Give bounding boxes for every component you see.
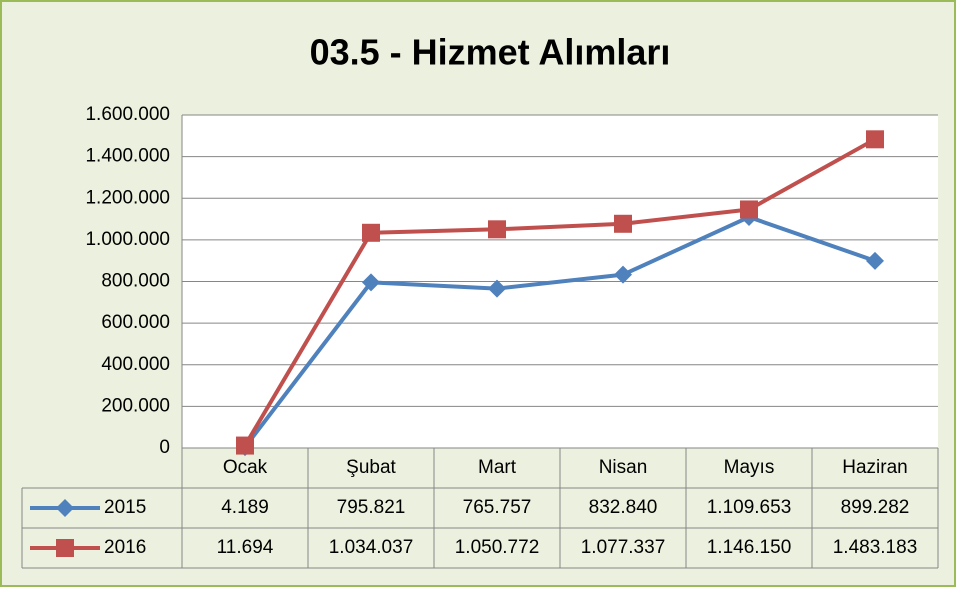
y-tick-label: 1.200.000 <box>85 187 170 208</box>
table-cell: 899.282 <box>841 497 910 518</box>
table-cell: 11.694 <box>217 537 274 558</box>
y-tick-label: 400.000 <box>101 354 170 375</box>
data-point <box>866 130 884 149</box>
data-point <box>740 200 758 219</box>
legend-label: 2016 <box>104 537 146 558</box>
data-point <box>236 436 254 455</box>
data-point <box>866 251 884 270</box>
table-cell: 4.189 <box>221 497 269 518</box>
x-tick-label: Şubat <box>346 457 396 478</box>
data-point <box>614 214 632 233</box>
legend-label: 2015 <box>104 497 146 518</box>
table-cell: 832.840 <box>589 497 658 518</box>
y-tick-label: 600.000 <box>101 312 170 333</box>
data-point <box>614 265 632 284</box>
x-tick-label: Mayıs <box>724 457 775 478</box>
data-point <box>362 223 380 242</box>
x-tick-label: Haziran <box>842 457 907 478</box>
y-tick-label: 1.400.000 <box>85 146 170 167</box>
series-line <box>243 215 876 449</box>
data-point <box>488 279 506 298</box>
table-cell: 1.077.337 <box>581 537 666 558</box>
table-cell: 1.034.037 <box>329 537 414 558</box>
table-cell: 795.821 <box>337 497 406 518</box>
table-cell: 1.109.653 <box>707 497 792 518</box>
y-tick-label: 1.600.000 <box>85 104 170 125</box>
table-cell: 765.757 <box>463 497 532 518</box>
x-tick-label: Nisan <box>599 457 648 478</box>
data-point <box>362 273 380 292</box>
y-tick-label: 800.000 <box>101 271 170 292</box>
chart-title: 03.5 - Hizmet Alımları <box>310 32 671 73</box>
x-tick-label: Mart <box>478 457 517 478</box>
x-tick-label: Ocak <box>223 457 268 478</box>
series-line <box>243 137 876 447</box>
y-tick-label: 200.000 <box>101 395 170 416</box>
table-cell: 1.146.150 <box>707 537 792 558</box>
legend-marker <box>56 539 74 557</box>
y-tick-label: 0 <box>159 437 170 458</box>
y-tick-label: 1.000.000 <box>85 229 170 250</box>
legend-marker <box>56 499 74 517</box>
table-cell: 1.050.772 <box>455 537 540 558</box>
data-point <box>488 220 506 239</box>
table-cell: 1.483.183 <box>833 537 918 558</box>
